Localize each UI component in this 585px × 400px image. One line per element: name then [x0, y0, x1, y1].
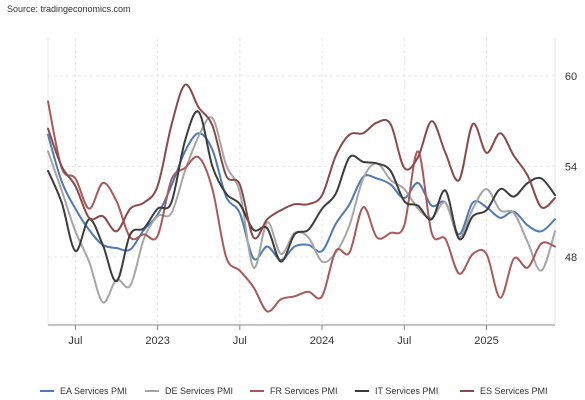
y-tick-label: 48: [565, 252, 577, 264]
y-tick-label: 54: [565, 161, 577, 173]
x-tick-label: Jul: [397, 335, 411, 347]
legend-label-ea: EA Services PMI: [60, 386, 127, 396]
legend-label-de: DE Services PMI: [165, 386, 233, 396]
y-tick-label: 60: [565, 71, 577, 83]
grid: [47, 38, 556, 325]
x-tick-label: Jul: [233, 335, 247, 347]
legend-label-it: IT Services PMI: [375, 386, 438, 396]
series-lines: [47, 83, 556, 313]
series-line-de: [47, 116, 556, 304]
legend-label-fr: FR Services PMI: [270, 386, 338, 396]
x-tick-label: 2025: [474, 335, 498, 347]
x-tick-label: 2023: [145, 335, 169, 347]
x-tick-label: Jul: [68, 335, 82, 347]
axes: [48, 324, 555, 330]
legend-label-es: ES Services PMI: [480, 386, 548, 396]
series-line-es: [47, 83, 556, 240]
series-line-ea: [47, 132, 556, 261]
series-line-it: [47, 110, 556, 283]
tick-labels: 48 54 60 Jul 2023 Jul 2024 Jul 2025: [68, 71, 577, 347]
source-text: Source: tradingeconomics.com: [7, 4, 131, 14]
x-tick-label: 2024: [310, 335, 334, 347]
series-line-fr: [47, 100, 556, 313]
legend: EA Services PMI DE Services PMI FR Service…: [40, 386, 548, 396]
